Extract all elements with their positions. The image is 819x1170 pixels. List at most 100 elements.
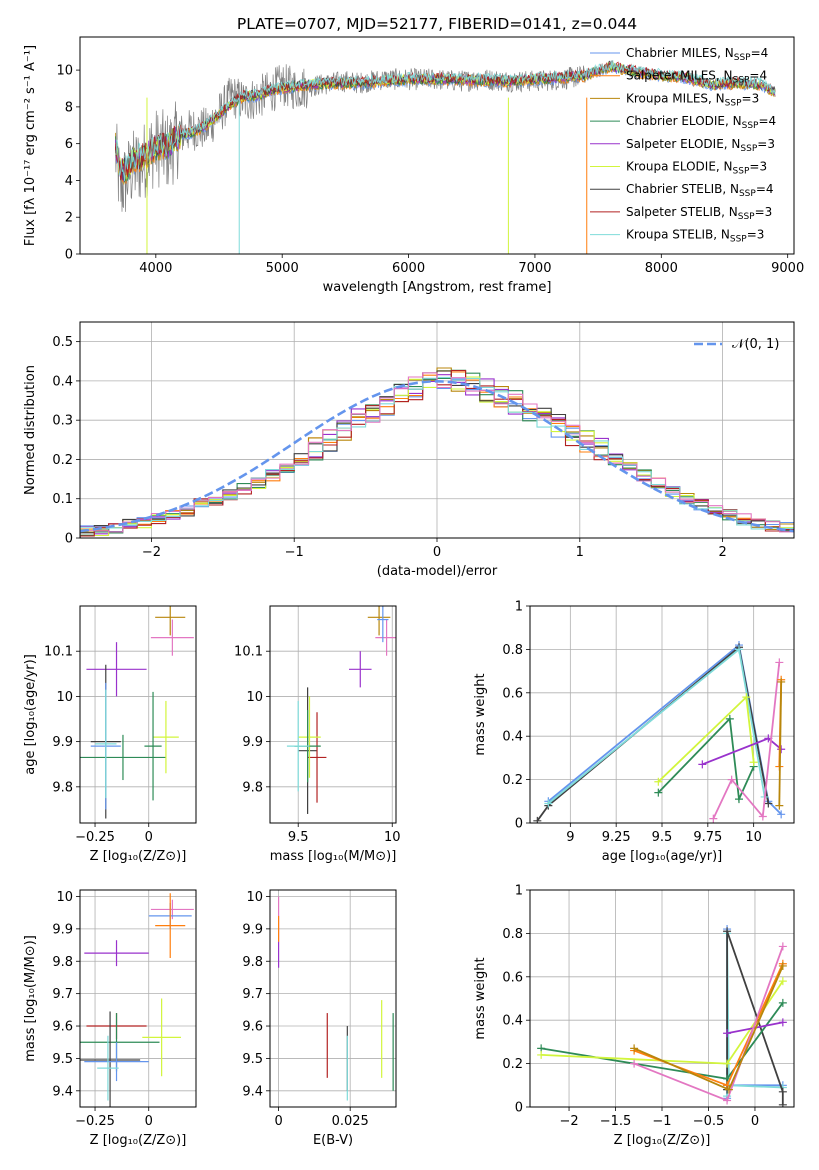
weight-marker xyxy=(654,788,663,797)
x-tick-label: 0 xyxy=(145,1114,153,1129)
weight-line xyxy=(657,695,755,783)
error-bar-point xyxy=(348,651,372,688)
error-bar-point xyxy=(95,689,117,799)
y-tick-label: 9.6 xyxy=(52,1020,73,1035)
error-bar-point xyxy=(80,1011,141,1107)
plots: 4000 5000 6000 7000 8000 90000246810wavelengt… xyxy=(23,36,804,1148)
weight-line xyxy=(712,662,781,820)
x-tick-label: 9.75 xyxy=(693,830,722,845)
x-tick-label: −0.25 xyxy=(75,1114,115,1129)
x-tick-label: 4000 xyxy=(139,261,172,276)
weight-marker xyxy=(725,714,734,723)
x-axis-label: Z [log₁₀(Z/Z⊙)] xyxy=(90,1133,187,1148)
error-bar-point xyxy=(86,642,147,697)
y-tick-label: 0.6 xyxy=(502,686,523,701)
normal-curve xyxy=(80,379,794,533)
weight-series xyxy=(775,677,786,810)
x-axis-label: age [log₁₀(age/yr)] xyxy=(602,849,723,864)
y-tick-label: 10.1 xyxy=(44,645,73,660)
weight-line xyxy=(657,716,755,803)
plot-area-age_vs_mass xyxy=(286,606,396,814)
x-axis-label: wavelength [Angstrom, rest frame] xyxy=(323,280,552,295)
plot-area-residuals xyxy=(80,367,794,538)
error-bar-point xyxy=(286,700,310,792)
x-tick-label: 0 xyxy=(433,545,441,560)
weight-marker xyxy=(698,760,707,769)
x-tick-label: 0.025 xyxy=(332,1114,369,1129)
legend: 𝒩(0, 1) xyxy=(694,337,779,352)
y-tick-label: 0.8 xyxy=(502,927,523,942)
weight-marker xyxy=(749,758,758,767)
x-tick-label: −1 xyxy=(652,1114,671,1129)
y-tick-label: 0.2 xyxy=(502,773,523,788)
y-tick-label: 9.8 xyxy=(52,780,73,795)
weight-marker xyxy=(533,816,542,823)
y-tick-label: 9.9 xyxy=(242,735,263,750)
error-bar-point xyxy=(84,1042,149,1082)
axes-frame xyxy=(79,889,197,1108)
x-tick-label: 10 xyxy=(384,830,401,845)
y-tick-label: 10 xyxy=(56,890,73,905)
x-axis-label: Z [log₁₀(Z/Z⊙)] xyxy=(90,849,187,864)
weight-marker xyxy=(723,1029,732,1038)
x-axis-label: mass [log₁₀(M/M⊙)] xyxy=(270,849,397,864)
x-tick-label: 0 xyxy=(274,1114,282,1129)
error-bar-point xyxy=(155,606,186,636)
weight-marker xyxy=(742,693,751,702)
weight-marker xyxy=(723,1096,732,1105)
y-tick-label: 0.1 xyxy=(52,492,73,507)
y-tick-label: 0 xyxy=(65,248,73,263)
y-tick-label: 9.9 xyxy=(52,922,73,937)
plot-area-mass_weight_vs_age xyxy=(533,641,786,823)
weight-marker xyxy=(727,775,736,784)
x-tick-label: 0 xyxy=(751,1114,759,1129)
y-tick-label: 10.1 xyxy=(234,645,263,660)
plot-area-mass_weight_vs_Z xyxy=(537,925,787,1107)
y-axis-label: Normed distribution xyxy=(23,365,38,495)
x-tick-label: 9 xyxy=(566,830,574,845)
axes-mass_weight_vs_age: 9 9.25 9.5 9.75 10 0 0.2 0.4 0.6 0.8 1 age [log₁₀(a… xyxy=(473,600,795,864)
plot-area-mass_vs_EBV xyxy=(277,896,394,1101)
x-tick-label: 1 xyxy=(576,545,584,560)
error-bar-point xyxy=(367,606,391,636)
weight-series xyxy=(533,643,773,823)
legend-label: Chabrier STELIB, NSSP=4 xyxy=(626,182,774,199)
weight-marker xyxy=(778,1087,787,1096)
plot-area-spectrum xyxy=(115,60,776,254)
y-tick-label: 9.4 xyxy=(242,1084,263,1099)
plot-area-age_vs_Z xyxy=(80,606,194,819)
error-bar-point xyxy=(375,619,396,656)
weight-marker xyxy=(778,1018,787,1027)
error-bar-point xyxy=(150,619,194,656)
y-tick-label: 1 xyxy=(515,600,523,615)
axes-mass_vs_Z: −0.25 0 9.4 9.5 9.6 9.7 9.8 9.9 10 Z [log₁₀(Z/Z⊙)… xyxy=(23,889,197,1148)
axes-mass_vs_EBV: 0 0.025 9.4 9.5 9.6 9.7 9.8 9.9 10 E(B-V) xyxy=(242,889,397,1148)
y-tick-label: 0 xyxy=(515,1101,523,1116)
x-tick-label: 10 xyxy=(745,830,762,845)
weight-marker xyxy=(775,658,784,667)
legend-label: Chabrier ELODIE, NSSP=4 xyxy=(626,114,776,131)
x-tick-label: −2 xyxy=(142,545,161,560)
y-tick-label: 9.7 xyxy=(242,987,263,1002)
weight-marker xyxy=(544,799,553,808)
weight-marker xyxy=(777,745,786,754)
frame-mass_weight_vs_Z: −2 −1.5 −1 −0.5 0 0 0.2 0.4 0.6 0.8 1 Z [log₁₀(Z/Z⊙… xyxy=(473,884,795,1148)
legend-label: Salpeter ELODIE, NSSP=3 xyxy=(626,137,775,154)
axes-frame xyxy=(269,605,397,824)
x-tick-label: −1.5 xyxy=(600,1114,632,1129)
axes-age_vs_mass: 9.5 10 9.8 9.9 10 10.1 mass [log₁₀(M/M⊙)] xyxy=(234,605,401,864)
y-axis-label: age [log₁₀(age/yr)] xyxy=(23,654,38,775)
y-tick-label: 0.4 xyxy=(502,1014,523,1029)
y-tick-label: 0.2 xyxy=(52,453,73,468)
weight-marker xyxy=(777,810,786,819)
legend-label: Salpeter STELIB, NSSP=3 xyxy=(626,205,772,222)
legend-label: Chabrier MILES, NSSP=4 xyxy=(626,46,768,63)
y-tick-label: 6 xyxy=(65,137,73,152)
legend-label: Kroupa STELIB, NSSP=3 xyxy=(626,228,764,245)
y-tick-label: 0 xyxy=(65,532,73,547)
weight-marker xyxy=(778,1100,787,1107)
weight-series xyxy=(709,658,784,823)
y-tick-label: 0.5 xyxy=(52,335,73,350)
y-tick-label: 9.5 xyxy=(242,1052,263,1067)
